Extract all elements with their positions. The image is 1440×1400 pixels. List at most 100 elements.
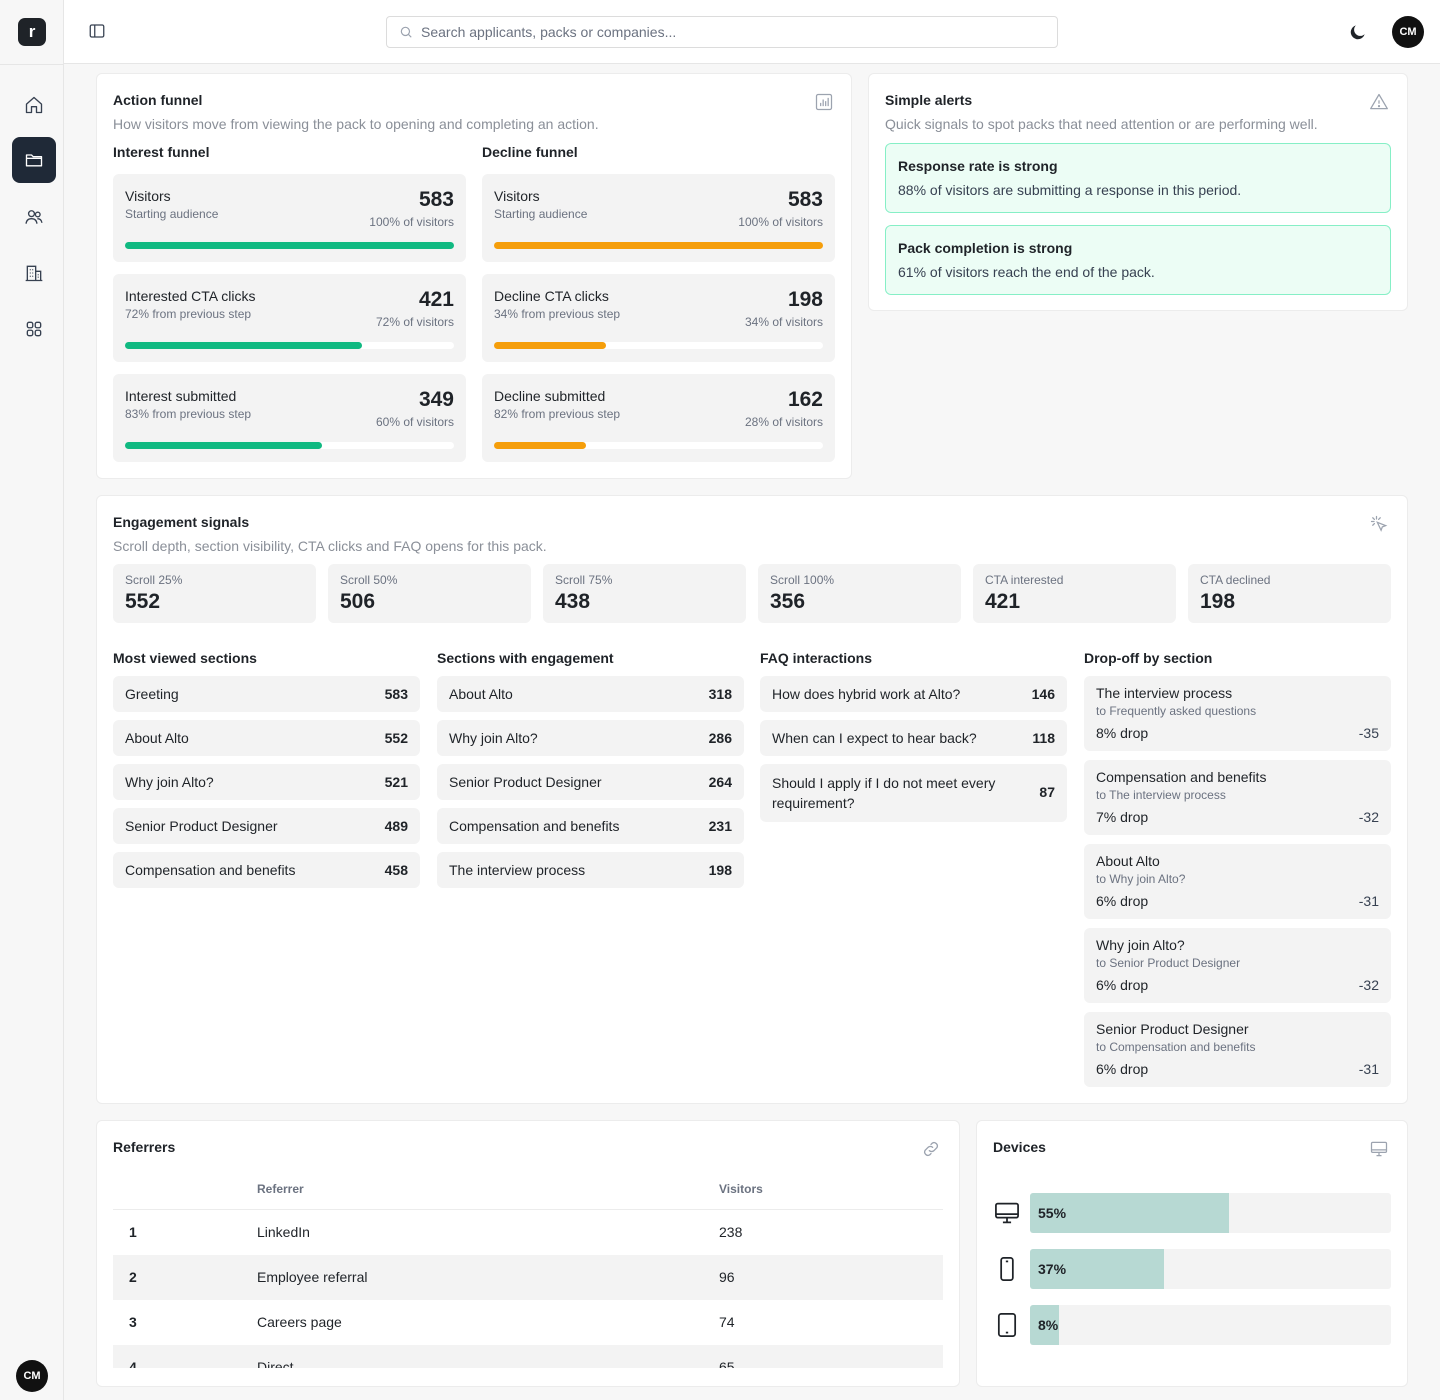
dropoff-percent: 6% drop xyxy=(1096,1061,1149,1077)
engagement-signals-card: Engagement signals Scroll depth, section… xyxy=(96,495,1408,1104)
devices-card: Devices 55% 37% 8% xyxy=(976,1120,1408,1387)
search-input[interactable] xyxy=(421,24,1021,40)
with-engagement-heading: Sections with engagement xyxy=(437,650,614,666)
list-item: Senior Product Designer 264 xyxy=(437,764,744,800)
step-progress-fill xyxy=(494,242,823,249)
row-rank: 1 xyxy=(129,1224,137,1240)
metric-value: 421 xyxy=(985,590,1021,613)
step-progress-track xyxy=(494,242,823,249)
step-progress-fill xyxy=(125,342,362,349)
dropoff-target: to The interview process xyxy=(1096,788,1226,802)
dropoff-title: Why join Alto? xyxy=(1096,937,1185,953)
row-referrer: LinkedIn xyxy=(257,1224,310,1240)
decline-funnel-heading: Decline funnel xyxy=(482,144,578,160)
dropoff-value: -31 xyxy=(1358,893,1379,909)
user-avatar[interactable]: CM xyxy=(1392,16,1424,48)
device-percent: 55% xyxy=(1038,1205,1067,1221)
list-item: Compensation and benefits 458 xyxy=(113,852,420,888)
devices-title: Devices xyxy=(993,1139,1046,1155)
device-row-desktop: 55% xyxy=(993,1193,1391,1233)
step-sub: Starting audience xyxy=(125,207,219,221)
faq-question: When can I expect to hear back? xyxy=(772,730,977,746)
step-progress-track xyxy=(494,342,823,349)
sidebar-item-packs[interactable] xyxy=(12,137,56,183)
faq-item: Should I apply if I do not meet every re… xyxy=(760,764,1067,822)
step-progress-fill xyxy=(125,442,323,449)
alert-title: Pack completion is strong xyxy=(898,240,1073,256)
alert-success: Pack completion is strong 61% of visitor… xyxy=(885,225,1391,295)
step-percent: 60% of visitors xyxy=(375,415,454,429)
decline-step: Visitors Starting audience 583 100% of v… xyxy=(482,174,835,262)
interest-step: Visitors Starting audience 583 100% of v… xyxy=(113,174,466,262)
list-item-label: Why join Alto? xyxy=(125,774,214,790)
folder-icon xyxy=(25,154,43,167)
step-progress-track xyxy=(125,242,454,249)
list-item: Greeting 583 xyxy=(113,676,420,712)
sidebar-toggle-icon[interactable] xyxy=(88,22,106,40)
list-item: The interview process 198 xyxy=(437,852,744,888)
list-item-label: About Alto xyxy=(449,686,513,702)
dropoff-percent: 6% drop xyxy=(1096,893,1149,909)
faq-question: How does hybrid work at Alto? xyxy=(772,686,961,702)
device-bar-fill xyxy=(1030,1305,1059,1345)
list-item: Senior Product Designer 489 xyxy=(113,808,420,844)
step-progress-fill xyxy=(494,442,587,449)
step-value: 162 xyxy=(787,388,823,411)
table-header-divider xyxy=(113,1209,943,1210)
metric-value: 506 xyxy=(340,590,376,613)
step-percent: 100% of visitors xyxy=(369,215,454,229)
sidebar-item-companies[interactable] xyxy=(12,250,56,296)
row-rank: 2 xyxy=(129,1269,137,1285)
device-percent: 37% xyxy=(1038,1261,1067,1277)
interest-step: Interest submitted 83% from previous ste… xyxy=(113,374,466,462)
sidebar-avatar[interactable]: CM xyxy=(16,1360,48,1392)
list-item-value: 521 xyxy=(384,774,408,790)
list-item: Why join Alto? 286 xyxy=(437,720,744,756)
device-bar-track: 37% xyxy=(1030,1249,1391,1289)
device-percent: 8% xyxy=(1038,1317,1059,1333)
users-icon xyxy=(25,210,43,224)
search-box[interactable] xyxy=(386,16,1058,48)
decline-step: Decline CTA clicks 34% from previous ste… xyxy=(482,274,835,362)
step-percent: 100% of visitors xyxy=(738,215,823,229)
list-item: About Alto 318 xyxy=(437,676,744,712)
alert-success: Response rate is strong 88% of visitors … xyxy=(885,143,1391,213)
sidebar-divider xyxy=(0,64,64,65)
building-icon xyxy=(25,265,43,282)
dropoff-target: to Senior Product Designer xyxy=(1096,956,1241,970)
metric-value: 198 xyxy=(1200,590,1236,613)
alerts-subtitle: Quick signals to spot packs that need at… xyxy=(885,116,1318,132)
step-progress-track xyxy=(125,342,454,349)
dropoff-title: Senior Product Designer xyxy=(1096,1021,1249,1037)
dropoff-heading: Drop-off by section xyxy=(1084,650,1213,666)
row-visitors: 65 xyxy=(719,1359,735,1368)
column-header-referrer: Referrer xyxy=(257,1182,304,1196)
device-bar-track: 8% xyxy=(1030,1305,1391,1345)
sidebar: r CM xyxy=(0,0,64,1400)
step-value: 583 xyxy=(418,188,454,211)
sidebar-item-apps[interactable] xyxy=(12,306,56,352)
step-percent: 28% of visitors xyxy=(744,415,823,429)
step-label: Visitors xyxy=(494,188,540,204)
step-label: Visitors xyxy=(125,188,171,204)
app-logo-letter: r xyxy=(28,22,36,41)
sidebar-item-home[interactable] xyxy=(12,82,56,128)
row-visitors: 74 xyxy=(719,1314,735,1330)
mobile-icon xyxy=(1000,1257,1014,1281)
metric-tile: CTA declined 198 xyxy=(1188,564,1391,623)
step-sub: 34% from previous step xyxy=(494,307,621,321)
sidebar-item-applicants[interactable] xyxy=(12,194,56,240)
step-sub: Starting audience xyxy=(494,207,588,221)
dropoff-item: Senior Product Designer to Compensation a… xyxy=(1084,1012,1391,1087)
metric-tile: CTA interested 421 xyxy=(973,564,1176,623)
app-logo[interactable]: r xyxy=(18,18,46,46)
metric-label: Scroll 25% xyxy=(125,573,183,587)
table-row: 2 Employee referral 96 xyxy=(113,1255,943,1300)
step-progress-fill xyxy=(494,342,606,349)
dropoff-target: to Frequently asked questions xyxy=(1096,704,1257,718)
step-sub: 72% from previous step xyxy=(125,307,252,321)
moon-icon[interactable] xyxy=(1348,22,1368,42)
dropoff-title: Compensation and benefits xyxy=(1096,769,1267,785)
faq-count: 146 xyxy=(1031,686,1055,702)
action-funnel-title: Action funnel xyxy=(113,92,203,108)
